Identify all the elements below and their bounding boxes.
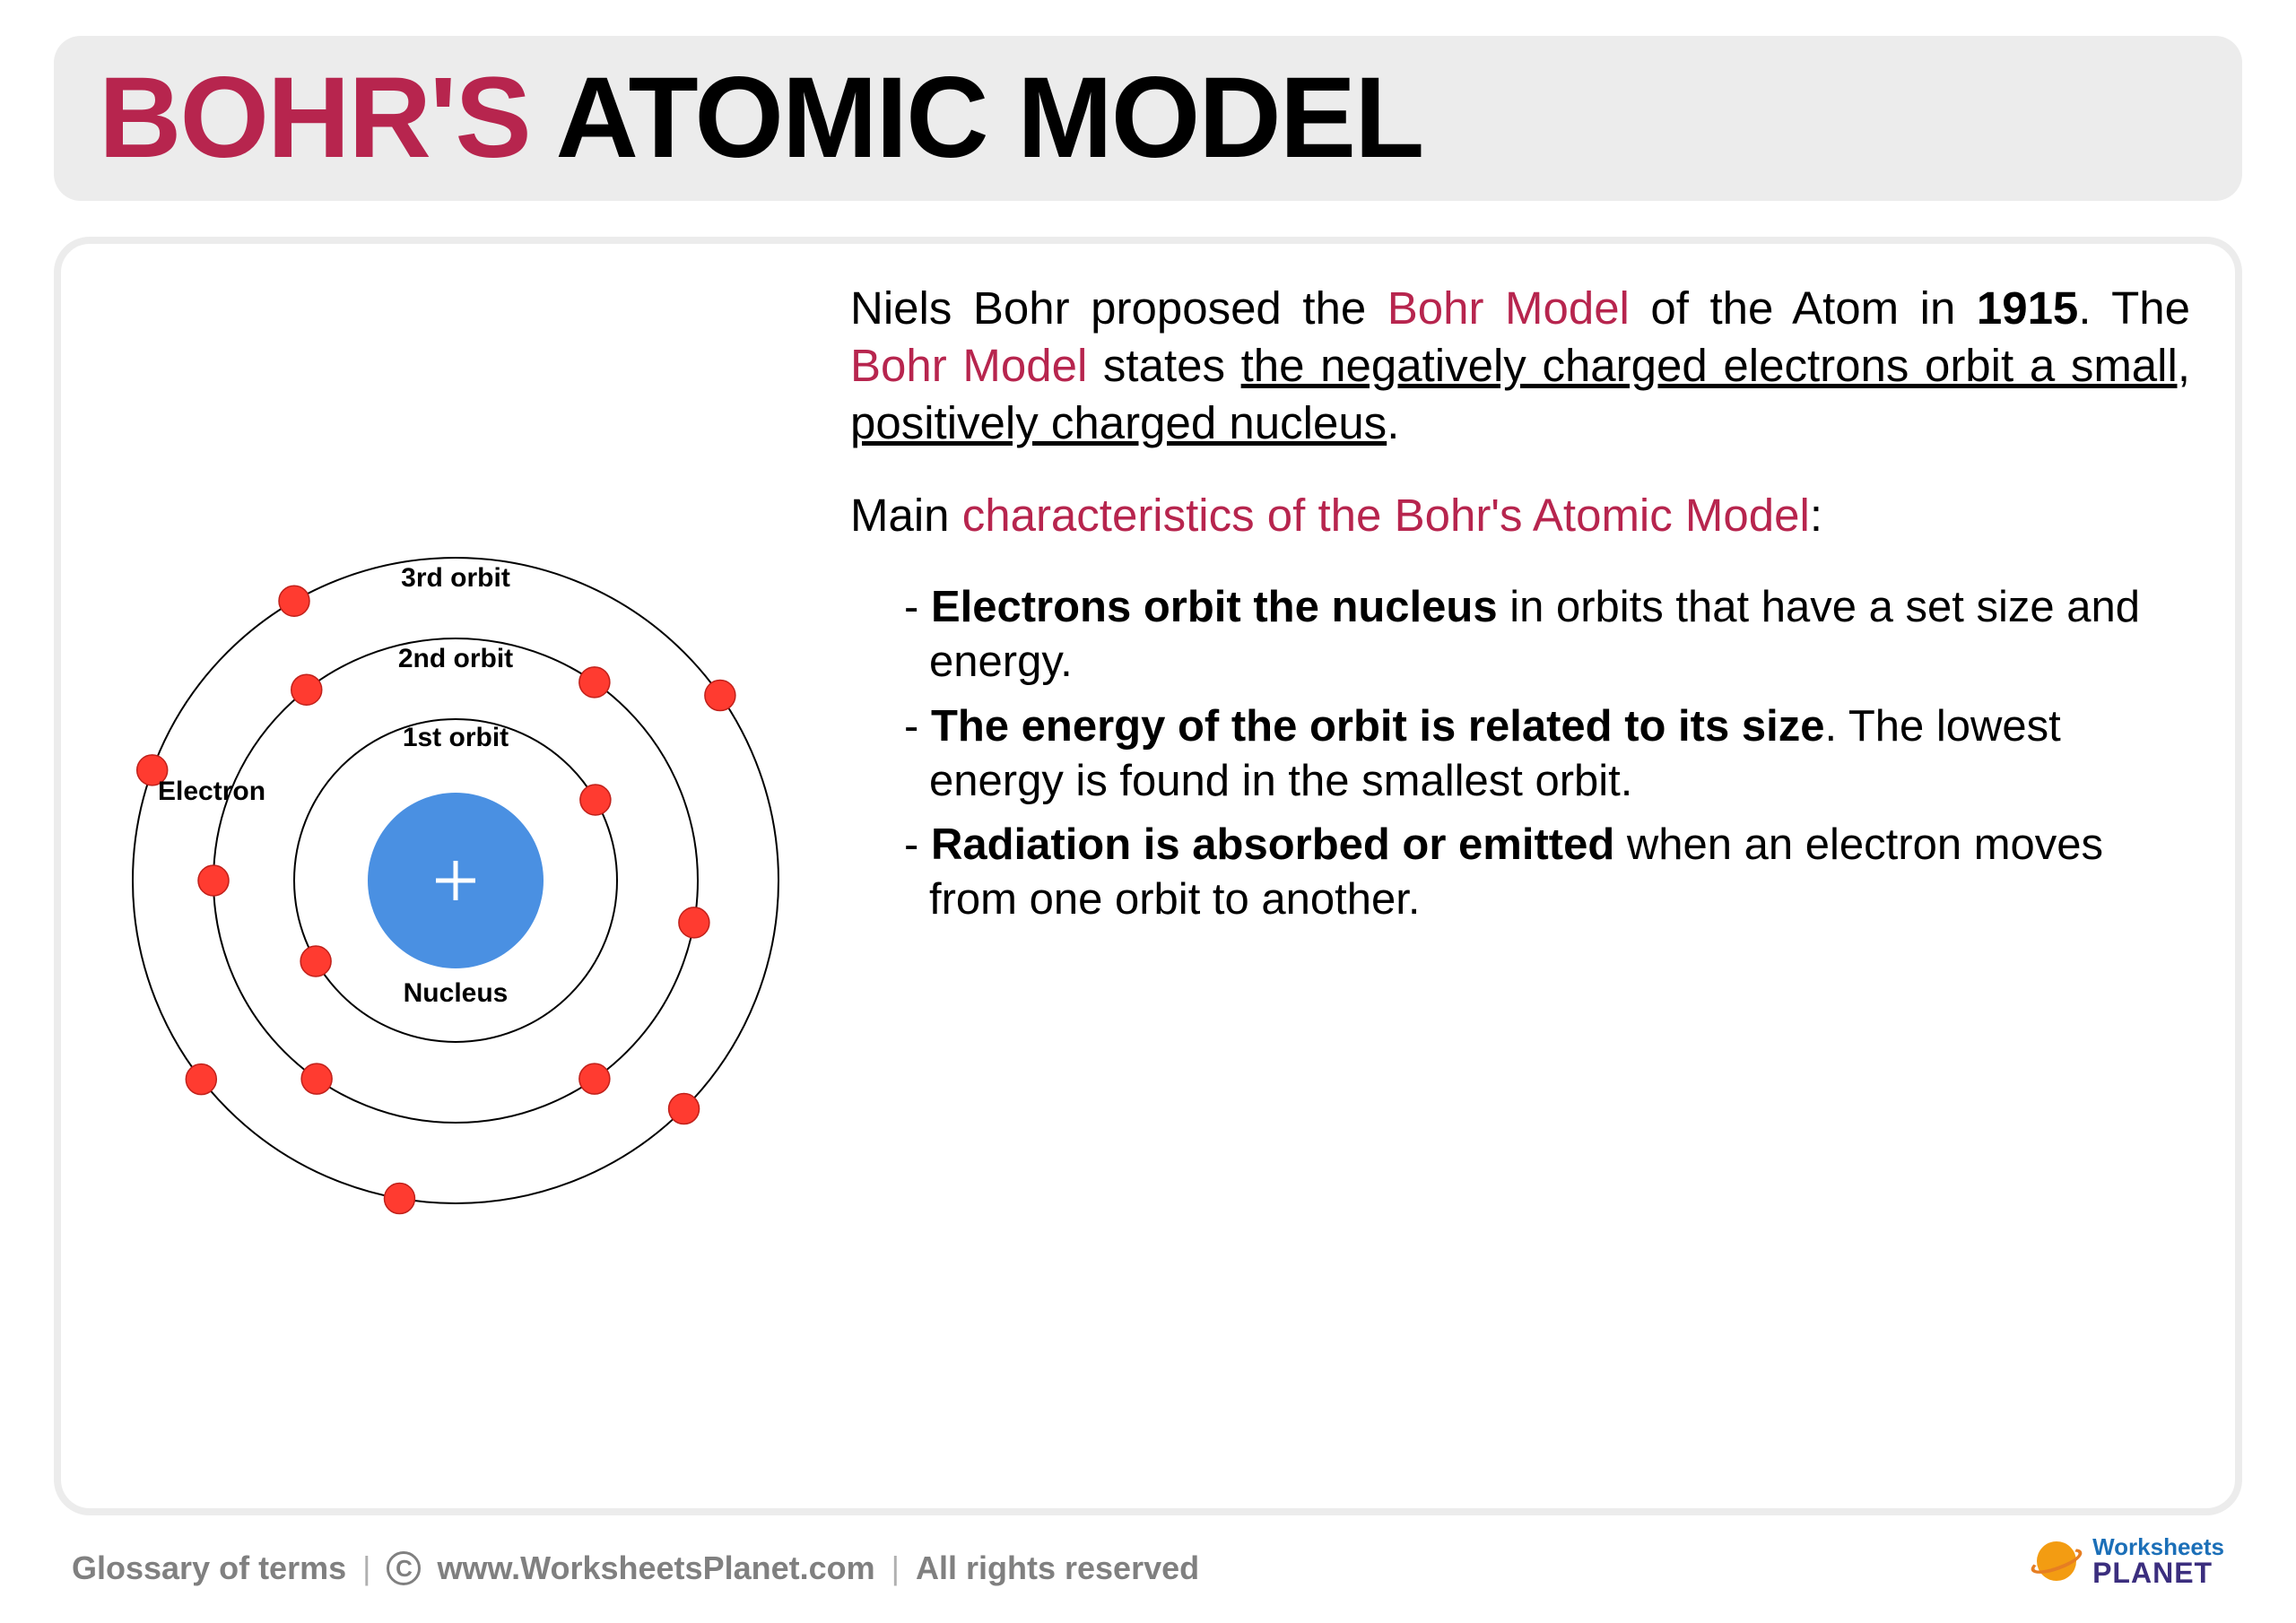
- copyright-icon: C: [387, 1551, 421, 1585]
- svg-text:Nucleus: Nucleus: [404, 978, 509, 1008]
- footer: Glossary of terms | C www.WorksheetsPlan…: [54, 1524, 2242, 1596]
- bullet-item: - The energy of the orbit is related to …: [904, 699, 2190, 810]
- title-part2: ATOMIC MODEL: [530, 54, 1423, 182]
- bullet-item: - Radiation is absorbed or emitted when …: [904, 818, 2190, 928]
- footer-credits: Glossary of terms | C www.WorksheetsPlan…: [72, 1549, 1199, 1587]
- title-part1: BOHR'S: [99, 54, 530, 182]
- logo-line1: Worksheets: [2092, 1535, 2224, 1558]
- bullet-item: - Electrons orbit the nucleus in orbits …: [904, 580, 2190, 690]
- atom-svg: 1st orbit 2nd orbit 3rd orbit Nucleus Electr…: [88, 468, 823, 1293]
- page-title: BOHR'S ATOMIC MODEL: [99, 61, 2197, 176]
- title-bar: BOHR'S ATOMIC MODEL: [54, 36, 2242, 201]
- planet-icon: [2030, 1539, 2083, 1584]
- svg-text:Electron: Electron: [158, 777, 265, 806]
- footer-site: www.WorksheetsPlanet.com: [437, 1549, 874, 1587]
- svg-text:2nd orbit: 2nd orbit: [398, 644, 513, 673]
- svg-text:1st orbit: 1st orbit: [403, 723, 509, 752]
- bullet-list: - Electrons orbit the nucleus in orbits …: [850, 580, 2190, 928]
- logo-line2: PLANET: [2092, 1558, 2224, 1587]
- footer-rights: All rights reserved: [916, 1549, 1199, 1587]
- paragraph-2: Main characteristics of the Bohr's Atomi…: [850, 487, 2190, 544]
- atom-diagram: 1st orbit 2nd orbit 3rd orbit Nucleus Electr…: [88, 280, 823, 1481]
- content-panel: 1st orbit 2nd orbit 3rd orbit Nucleus Electr…: [54, 237, 2242, 1515]
- footer-logo: Worksheets PLANET: [2030, 1535, 2224, 1587]
- description-text: Niels Bohr proposed the Bohr Model of th…: [850, 280, 2190, 1481]
- footer-glossary: Glossary of terms: [72, 1549, 346, 1587]
- svg-text:3rd orbit: 3rd orbit: [401, 563, 510, 593]
- paragraph-1: Niels Bohr proposed the Bohr Model of th…: [850, 280, 2190, 451]
